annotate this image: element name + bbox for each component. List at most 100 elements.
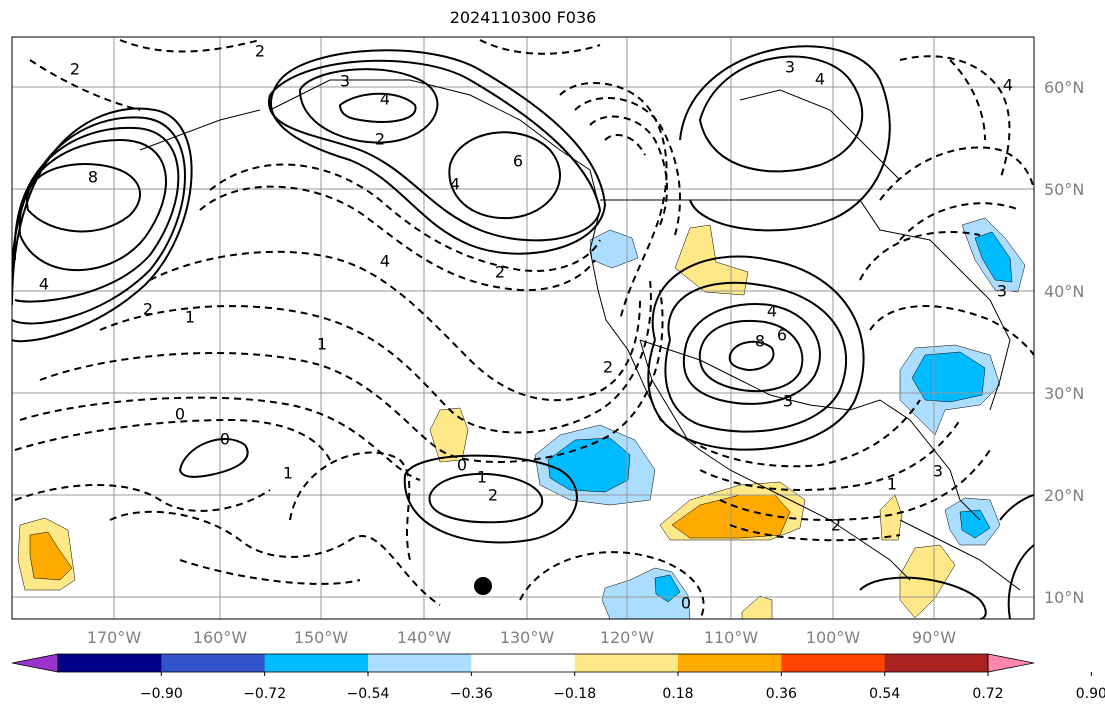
contour-label: 4	[39, 275, 49, 294]
contour-dashed	[559, 82, 668, 321]
contour-label: 2	[255, 42, 265, 61]
contour-label: 2	[495, 263, 505, 282]
coastline-gulf	[769, 394, 981, 521]
coastline-baja	[639, 339, 689, 441]
contour-label: 3	[783, 392, 793, 411]
contour-solid	[859, 576, 987, 619]
colorbar-label: 0.36	[766, 686, 797, 702]
colorbar-segment	[574, 654, 679, 672]
contour-dashed	[479, 39, 601, 55]
contour-label: 8	[755, 332, 765, 351]
contour-solid	[664, 281, 848, 433]
longitude-label: 130°W	[500, 628, 555, 647]
coastline-aleutians	[139, 109, 261, 151]
contour-label: 2	[603, 358, 613, 377]
contour-dashed	[729, 524, 901, 542]
latitude-label: 10°N	[1044, 588, 1084, 607]
contour-dashed	[99, 279, 652, 434]
contour-solid	[298, 68, 439, 144]
colorbar-extend-high	[987, 653, 1035, 673]
contour-dashed	[719, 449, 991, 521]
contour-dashed	[604, 134, 646, 156]
colorbar-label: 0.90	[1076, 686, 1105, 702]
contour-solid	[647, 255, 865, 451]
contour-dashed	[119, 39, 261, 53]
colorbar-segment	[161, 654, 266, 672]
contour-label: 4	[815, 70, 825, 89]
contour-dashed	[179, 559, 361, 585]
contour-label: 4	[1003, 76, 1013, 95]
contour-solid	[999, 494, 1034, 521]
colorbar-label: −0.72	[243, 686, 286, 702]
contour-label: 3	[997, 282, 1007, 301]
colorbar-tick-labels: −0.90 −0.72 −0.54 −0.36 −0.18 0.18 0.36 0.54 0.7…	[140, 672, 1105, 702]
contour-solid	[728, 340, 775, 372]
colorbar-label: 0.54	[869, 686, 900, 702]
contour-label: 3	[785, 58, 795, 77]
contour-solid	[12, 107, 193, 343]
colorbar-segment	[368, 654, 472, 672]
contour-solid	[403, 454, 578, 544]
contour-label: 4	[767, 302, 777, 321]
contour-label: 4	[380, 252, 390, 271]
colorbar-label: −0.54	[347, 686, 390, 702]
coastline-central-america	[899, 519, 1021, 591]
colorbar-segment	[471, 654, 576, 672]
contour-solid	[25, 163, 141, 233]
longitude-label: 90°W	[912, 628, 956, 647]
shade-warm-9	[879, 494, 903, 541]
contour-label: 6	[777, 326, 787, 345]
contour-solid	[270, 49, 607, 255]
coastline-east	[929, 239, 1011, 411]
contour-label: 2	[70, 60, 80, 79]
shade-warm-11	[899, 544, 956, 619]
contour-dashed	[199, 185, 596, 292]
contour-solid	[679, 45, 891, 232]
colorbar-segment	[678, 654, 782, 672]
shade-cool-7-core	[911, 351, 986, 403]
contour-dashed	[899, 55, 1011, 181]
contour-label: 0	[220, 430, 230, 449]
contour-lines	[12, 39, 1034, 619]
contour-solid	[698, 319, 804, 392]
contour-solid	[267, 59, 602, 242]
longitude-label: 120°W	[600, 628, 655, 647]
contour-dashed	[899, 202, 1021, 241]
contour-dashed	[689, 399, 921, 468]
colorbar-segment	[781, 654, 886, 672]
contour-dashed	[39, 289, 664, 463]
latitude-label: 20°N	[1044, 486, 1084, 505]
colorbar-label: 0.72	[972, 686, 1003, 702]
contour-label: 2	[831, 516, 841, 535]
contour-label: 2	[488, 486, 498, 505]
latitude-axis: 60°N 50°N 40°N 30°N 20°N 10°N	[1044, 78, 1084, 607]
contour-label: 1	[477, 468, 487, 487]
contour-label: 4	[380, 90, 390, 109]
longitude-label: 170°W	[87, 628, 142, 647]
shade-warm-13	[741, 595, 773, 619]
contour-dashed	[209, 163, 601, 272]
contour-label: 1	[887, 475, 897, 494]
contour-dashed	[109, 510, 441, 606]
colorbar-label: −0.18	[553, 686, 596, 702]
contour-solid	[178, 438, 249, 478]
colorbar-label: −0.90	[140, 686, 183, 702]
marker-dot	[474, 577, 492, 595]
longitude-label: 110°W	[704, 628, 759, 647]
contour-dashed	[149, 250, 641, 402]
colorbar-segment	[58, 654, 162, 672]
map-frame	[11, 36, 1035, 620]
contour-dashed	[29, 59, 141, 111]
map-plot-area	[12, 37, 1034, 619]
colorbar-frame	[57, 653, 989, 673]
contour-solid	[698, 55, 864, 173]
latitude-label: 50°N	[1044, 180, 1084, 199]
shade-cool-8-core	[974, 231, 1013, 283]
contour-dashed	[574, 97, 681, 236]
contour-label: 0	[175, 405, 185, 424]
contour-label: 8	[88, 168, 98, 187]
gridlines	[12, 37, 1034, 619]
contour-dashed	[869, 305, 1034, 356]
